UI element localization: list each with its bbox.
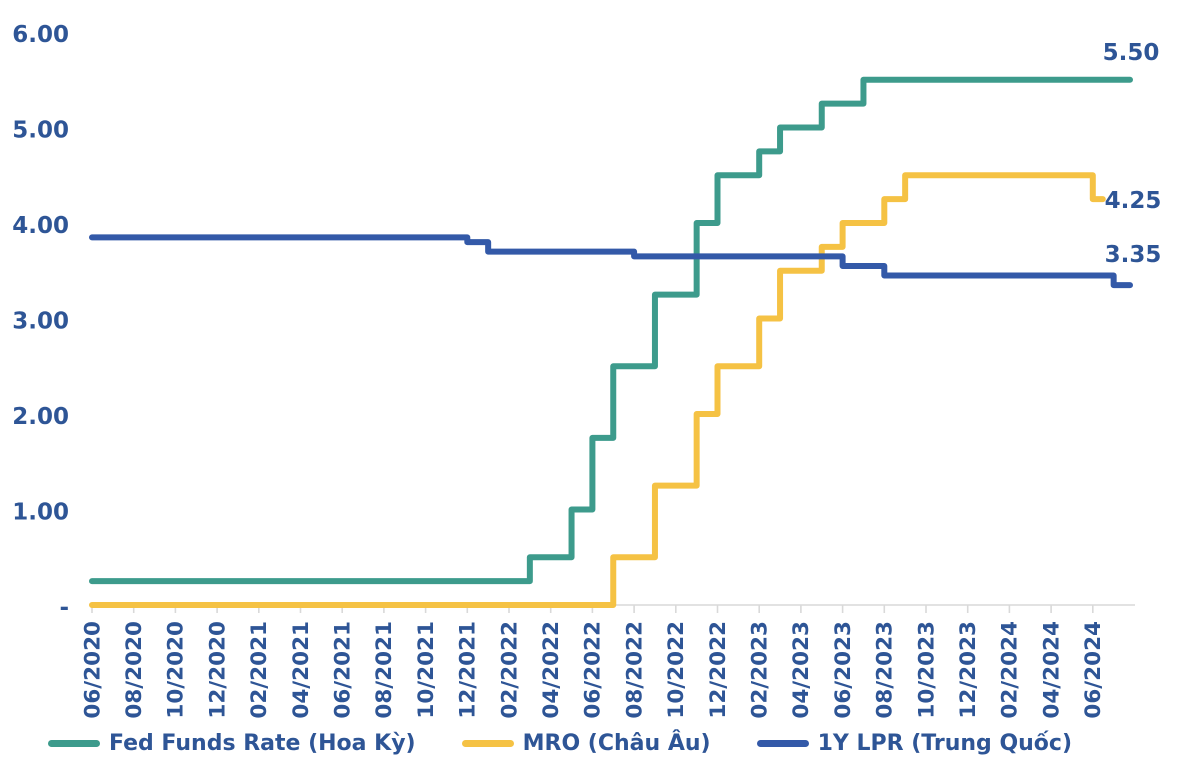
x-axis-tick-label: 06/2020 <box>80 621 105 719</box>
x-axis-tick-label: 12/2023 <box>956 621 981 719</box>
legend-label-mro: MRO (Châu Âu) <box>522 731 711 756</box>
legend-label-1y-lpr: 1Y LPR (Trung Quốc) <box>817 731 1073 756</box>
x-axis-tick-label: 10/2022 <box>664 621 689 719</box>
x-axis-tick-label: 12/2021 <box>456 621 481 719</box>
series-line-mro <box>89 172 1106 608</box>
series-line-1y-lpr <box>89 234 1133 289</box>
series-line-fed-funds-rate <box>89 76 1133 585</box>
x-axis-tick-label: 08/2023 <box>873 621 898 719</box>
series-end-label-fed-funds-rate: 5.50 <box>1103 40 1160 66</box>
legend-label-fed-funds-rate: Fed Funds Rate (Hoa Kỳ) <box>108 731 416 756</box>
series-end-label-mro: 4.25 <box>1105 188 1162 214</box>
x-axis-tick-label: 02/2022 <box>497 621 522 719</box>
x-axis-tick-label: 02/2021 <box>247 621 272 719</box>
x-axis-tick-label: 08/2021 <box>372 621 397 719</box>
legend-item-mro: MRO (Châu Âu) <box>461 731 711 756</box>
x-axis-tick-label: 06/2022 <box>581 621 606 719</box>
chart-legend: Fed Funds Rate (Hoa Kỳ) MRO (Châu Âu) 1Y… <box>0 731 1120 756</box>
x-axis-tick-label: 12/2020 <box>205 621 230 719</box>
legend-item-fed-funds-rate: Fed Funds Rate (Hoa Kỳ) <box>47 731 416 756</box>
legend-swatch-1y-lpr <box>756 740 809 747</box>
y-axis-tick-label: 2.00 <box>12 404 69 430</box>
x-axis-tick-label: 06/2023 <box>831 621 856 719</box>
x-axis-tick-label: 08/2020 <box>122 621 147 719</box>
y-axis-tick-label: 5.00 <box>12 118 69 144</box>
x-axis-tick-label: 04/2021 <box>289 621 314 719</box>
series-end-label-1y-lpr: 3.35 <box>1105 242 1162 268</box>
x-axis-tick-label: 02/2024 <box>998 621 1023 719</box>
legend-swatch-mro <box>461 740 514 747</box>
y-axis-tick-label: - <box>59 595 69 621</box>
x-axis-tick-label: 06/2024 <box>1081 621 1106 719</box>
x-axis-tick-label: 02/2023 <box>748 621 773 719</box>
x-axis-tick-label: 04/2023 <box>789 621 814 719</box>
legend-swatch-fed-funds-rate <box>47 740 100 747</box>
legend-item-1y-lpr: 1Y LPR (Trung Quốc) <box>756 731 1073 756</box>
x-axis-tick-label: 04/2022 <box>539 621 564 719</box>
y-axis-tick-label: 3.00 <box>12 309 69 335</box>
y-axis-tick-label: 4.00 <box>12 213 69 239</box>
x-axis-tick-label: 10/2021 <box>414 621 439 719</box>
policy-rates-step-chart: 06/2020 08/2020 10/2020 12/2020 02/2021 04/20… <box>12 22 1162 719</box>
x-axis-tick-label: 10/2020 <box>164 621 189 719</box>
y-axis-tick-label: 1.00 <box>12 500 69 526</box>
x-axis-tick-label: 06/2021 <box>331 621 356 719</box>
x-axis-tick-label: 12/2022 <box>706 621 731 719</box>
x-axis-tick-label: 08/2022 <box>622 621 647 719</box>
y-axis-tick-label: 6.00 <box>12 22 69 48</box>
x-axis-tick-label: 04/2024 <box>1039 621 1064 719</box>
x-axis-tick-label: 10/2023 <box>914 621 939 719</box>
